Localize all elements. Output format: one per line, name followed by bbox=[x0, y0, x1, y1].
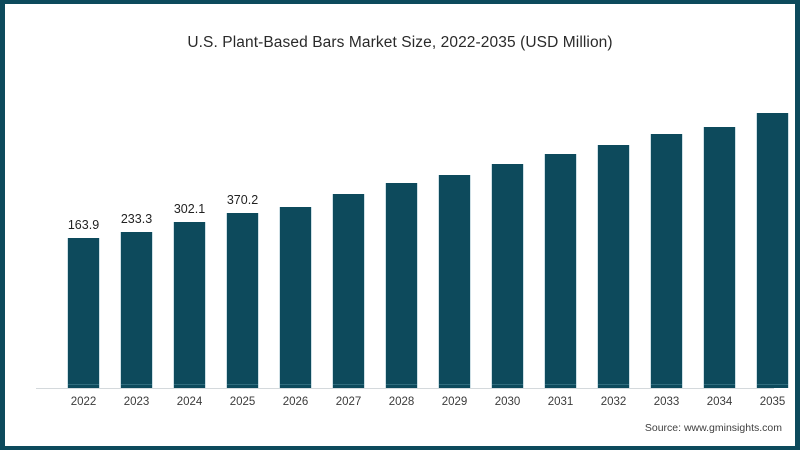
x-axis-label: 2032 bbox=[600, 396, 627, 408]
x-axis-label: 2028 bbox=[388, 396, 415, 408]
x-axis-label: 2022 bbox=[70, 396, 97, 408]
bar-slot bbox=[163, 90, 216, 388]
x-axis-label: 2034 bbox=[706, 396, 733, 408]
bar-slot bbox=[322, 90, 375, 388]
x-axis-label: 2024 bbox=[176, 396, 203, 408]
bar-slot bbox=[534, 90, 587, 388]
x-axis-label: 2027 bbox=[335, 396, 362, 408]
bar[interactable] bbox=[332, 194, 365, 388]
chart-title: U.S. Plant-Based Bars Market Size, 2022-… bbox=[187, 34, 613, 51]
x-axis-label: 2035 bbox=[759, 396, 786, 408]
source-attribution: Source: www.gminsights.com bbox=[644, 422, 782, 434]
bar-slot bbox=[375, 90, 428, 388]
bar[interactable] bbox=[438, 175, 471, 388]
plot-area: 163.9 233.3 302.1 370.2 bbox=[36, 90, 789, 388]
bar-slot bbox=[428, 90, 481, 388]
bar-slot bbox=[110, 90, 163, 388]
bar[interactable] bbox=[226, 213, 259, 388]
x-axis-label: 2026 bbox=[282, 396, 309, 408]
x-axis-label: 2029 bbox=[441, 396, 468, 408]
x-axis-label: 2031 bbox=[547, 396, 574, 408]
bar-slot bbox=[587, 90, 640, 388]
bar[interactable] bbox=[650, 134, 683, 388]
bar-value-label: 233.3 bbox=[120, 212, 153, 226]
bar[interactable] bbox=[491, 164, 524, 388]
x-axis-label: 2033 bbox=[653, 396, 680, 408]
x-axis-line bbox=[36, 388, 774, 389]
bar-value-label: 370.2 bbox=[226, 193, 259, 207]
x-axis-label: 2025 bbox=[229, 396, 256, 408]
bar-slot bbox=[746, 90, 799, 388]
bar-slot bbox=[57, 90, 110, 388]
x-axis-label: 2030 bbox=[494, 396, 521, 408]
chart-canvas: U.S. Plant-Based Bars Market Size, 2022-… bbox=[5, 4, 795, 446]
bar[interactable] bbox=[756, 113, 789, 388]
bar[interactable] bbox=[597, 145, 630, 388]
bar-value-label: 163.9 bbox=[67, 218, 100, 232]
bar[interactable] bbox=[67, 238, 100, 388]
bar-slot bbox=[216, 90, 269, 388]
bar-slot bbox=[640, 90, 693, 388]
bar[interactable] bbox=[385, 183, 418, 388]
bar[interactable] bbox=[173, 222, 206, 388]
x-axis-label: 2023 bbox=[123, 396, 150, 408]
bar[interactable] bbox=[279, 207, 312, 388]
bar-slot bbox=[481, 90, 534, 388]
bar[interactable] bbox=[120, 232, 153, 388]
bar-slot bbox=[693, 90, 746, 388]
bar[interactable] bbox=[703, 127, 736, 388]
bar[interactable] bbox=[544, 154, 577, 388]
bar-slot bbox=[269, 90, 322, 388]
bar-value-label: 302.1 bbox=[173, 202, 206, 216]
